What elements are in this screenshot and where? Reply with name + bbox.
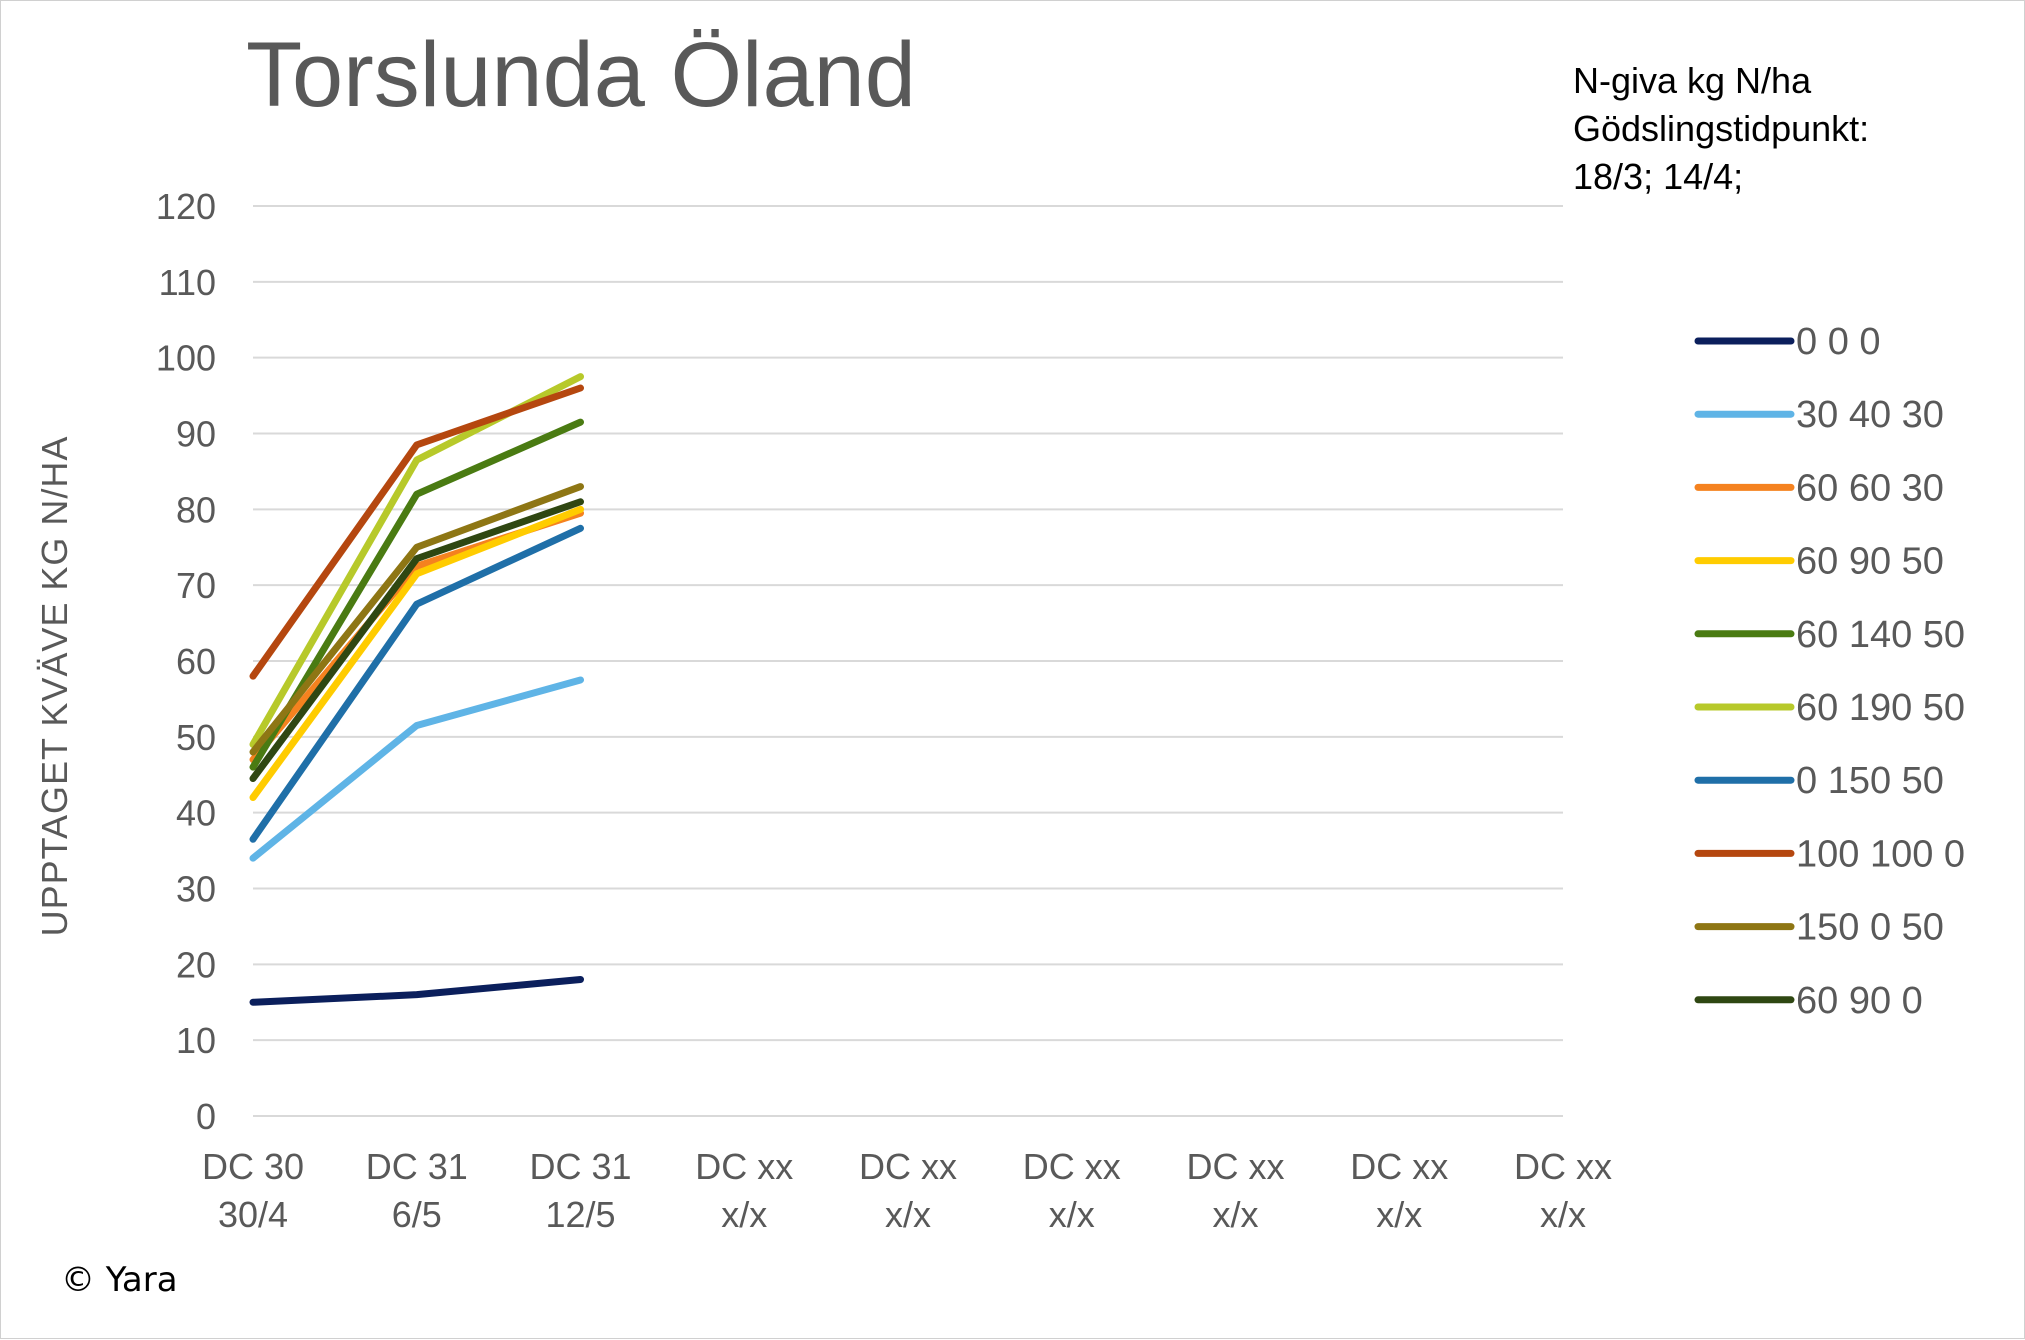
x-tick-labels: DC 30 30/4 DC 31 6/5 DC 31 12/5 DC xx x/x DC xx x…: [202, 1146, 1612, 1235]
note-line-3: 18/3; 14/4;: [1573, 156, 1743, 197]
x-tick-5-line-1: x/x: [1049, 1194, 1095, 1235]
x-tick-0-line-1: 30/4: [218, 1194, 288, 1235]
y-tick-100: 100: [156, 338, 216, 379]
y-tick-110: 110: [159, 262, 216, 303]
series-line-7: [249, 384, 584, 680]
series-line-6: [249, 524, 584, 843]
y-tick-labels: 0 10 20 30 40 50 60 70 80 90 100 110 120: [156, 186, 216, 1137]
series-line-4: [249, 418, 584, 771]
legend-label-0: 0 0 0: [1796, 321, 1881, 363]
legend-label-4: 60 140 50: [1796, 614, 1965, 656]
chart-title: Torslunda Öland: [246, 24, 916, 126]
x-tick-4-line-1: x/x: [885, 1194, 931, 1235]
legend-label-3: 60 90 50: [1796, 541, 1944, 583]
y-tick-70: 70: [176, 565, 216, 606]
copyright-text: © Yara: [61, 1260, 178, 1300]
series-line-0: [249, 976, 584, 1006]
x-tick-7-line-0: DC xx: [1350, 1146, 1448, 1187]
x-tick-4-line-0: DC xx: [859, 1146, 957, 1187]
x-tick-7-line-1: x/x: [1376, 1194, 1422, 1235]
x-tick-6-line-1: x/x: [1212, 1194, 1258, 1235]
y-tick-60: 60: [176, 641, 216, 682]
x-tick-2-line-1: 12/5: [545, 1194, 615, 1235]
legend-label-8: 150 0 50: [1796, 907, 1944, 949]
x-tick-6-line-0: DC xx: [1187, 1146, 1285, 1187]
y-tick-80: 80: [176, 489, 216, 530]
x-tick-1-line-1: 6/5: [392, 1194, 442, 1235]
note-line-2: Gödslingstidpunkt:: [1573, 108, 1869, 149]
y-tick-30: 30: [176, 869, 216, 910]
series-line-1: [249, 676, 584, 862]
x-tick-2-line-0: DC 31: [529, 1146, 631, 1187]
legend-label-2: 60 60 30: [1796, 467, 1944, 509]
x-tick-5-line-0: DC xx: [1023, 1146, 1121, 1187]
legend-label-6: 0 150 50: [1796, 760, 1944, 802]
x-tick-3-line-0: DC xx: [695, 1146, 793, 1187]
y-tick-120: 120: [156, 186, 216, 227]
series-line-3: [249, 505, 584, 801]
y-tick-10: 10: [176, 1020, 216, 1061]
chart-notes: N-giva kg N/ha Gödslingstidpunkt: 18/3; …: [1573, 60, 1869, 197]
series-line-9: [249, 498, 584, 783]
series-line-8: [249, 483, 584, 756]
grid-lines: [253, 205, 1563, 1117]
x-tick-8-line-1: x/x: [1540, 1194, 1586, 1235]
x-tick-3-line-1: x/x: [721, 1194, 767, 1235]
legend: 0 0 0 30 40 30 60 60 30 60 90 50 60 140 50 60…: [1694, 321, 1965, 1022]
y-tick-20: 20: [176, 944, 216, 985]
y-axis-title: UPPTAGET KVÄVE KG N/HA: [34, 436, 75, 937]
y-tick-40: 40: [176, 793, 216, 834]
x-tick-8-line-0: DC xx: [1514, 1146, 1612, 1187]
y-tick-50: 50: [176, 717, 216, 758]
legend-label-9: 60 90 0: [1796, 980, 1923, 1022]
y-tick-90: 90: [176, 414, 216, 455]
y-tick-0: 0: [196, 1096, 216, 1137]
note-line-1: N-giva kg N/ha: [1573, 60, 1812, 101]
legend-label-7: 100 100 0: [1796, 833, 1965, 875]
legend-label-1: 30 40 30: [1796, 394, 1944, 436]
series-lines: [249, 373, 584, 1006]
legend-label-5: 60 190 50: [1796, 687, 1965, 729]
x-tick-0-line-0: DC 30: [202, 1146, 304, 1187]
x-tick-1-line-0: DC 31: [366, 1146, 468, 1187]
